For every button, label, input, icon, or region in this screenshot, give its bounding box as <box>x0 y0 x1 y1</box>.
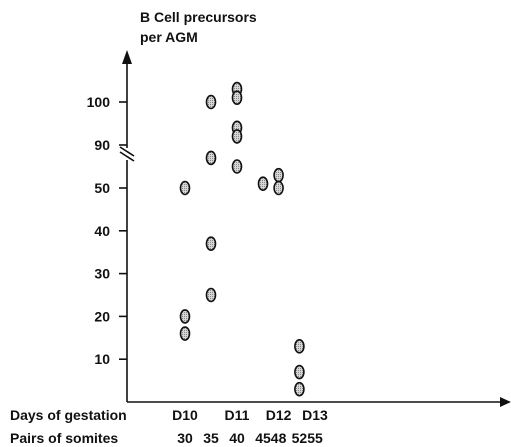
data-point <box>205 287 217 303</box>
y-tick-label: 20 <box>94 308 110 324</box>
data-point <box>179 180 191 196</box>
y-tick-label: 30 <box>94 266 110 282</box>
y-axis-title-line-2: per AGM <box>140 29 198 45</box>
day-tick-label: D11 <box>225 407 250 423</box>
somite-tick-label: 30 <box>177 430 193 446</box>
data-point <box>231 159 243 174</box>
data-point <box>273 180 284 196</box>
x-axis-ticks: Days of gestation Pairs of somites D10 D1… <box>10 407 328 446</box>
somite-tick-label: 35 <box>203 430 219 446</box>
data-point <box>205 94 217 110</box>
y-tick-label: 100 <box>87 94 111 110</box>
axes <box>119 50 511 407</box>
data-point <box>205 236 217 251</box>
data-point <box>273 167 284 183</box>
y-axis-ticks: 10 20 30 40 50 90 100 <box>87 94 127 367</box>
x-axis-arrow-icon <box>500 397 511 407</box>
y-axis-arrow-icon <box>122 50 132 64</box>
data-point <box>257 176 269 192</box>
y-tick-label: 40 <box>94 223 110 239</box>
somites-row-title: Pairs of somites <box>10 430 118 446</box>
y-tick-label: 90 <box>94 137 110 153</box>
data-point <box>179 309 191 324</box>
day-tick-label: D10 <box>172 407 198 423</box>
y-axis-title: B Cell precursors per AGM <box>140 9 257 45</box>
data-point <box>231 129 243 144</box>
day-tick-label: D13 <box>302 407 328 423</box>
data-point <box>294 339 305 354</box>
y-axis-title-line-1: B Cell precursors <box>140 9 257 25</box>
day-tick-label: D12 <box>266 407 292 423</box>
data-point <box>205 150 217 166</box>
data-points <box>179 81 305 397</box>
data-point <box>294 381 305 397</box>
y-tick-label: 50 <box>94 180 110 196</box>
somite-tick-label: 55 <box>307 430 323 446</box>
somite-tick-label: 40 <box>229 430 245 446</box>
days-row-title: Days of gestation <box>10 407 127 423</box>
data-point <box>294 364 305 380</box>
data-point <box>231 90 243 105</box>
somite-tick-label: 45 <box>255 430 271 446</box>
somite-tick-label: 48 <box>271 430 287 446</box>
y-axis-break-mark-2 <box>119 151 135 162</box>
y-tick-label: 10 <box>94 351 110 367</box>
somite-tick-label: 52 <box>292 430 308 446</box>
y-axis-break-mark-1 <box>119 146 135 157</box>
data-point <box>179 326 191 341</box>
